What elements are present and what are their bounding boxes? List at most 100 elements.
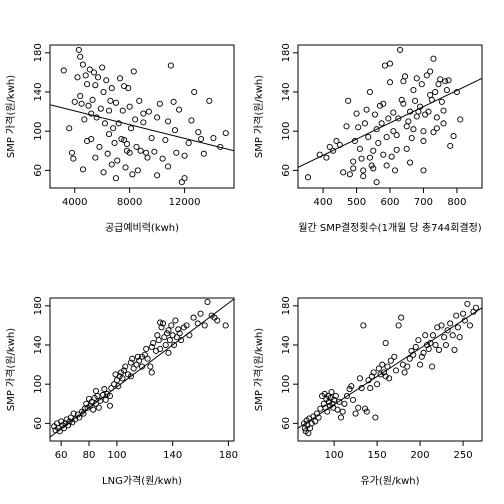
scatter-point (340, 169, 347, 176)
scatter-point (162, 136, 169, 144)
scatter-point (380, 100, 387, 107)
scatter-point (75, 46, 82, 53)
scatter-point (100, 169, 107, 176)
scatter-point (154, 172, 161, 179)
scatter-point (391, 167, 399, 174)
scatter-point (390, 128, 397, 135)
x-tick-label: 100 (325, 450, 344, 461)
x-axis-label: 유가(원/kwh) (360, 475, 419, 487)
scatter-point (87, 402, 94, 409)
scatter-point (120, 367, 127, 374)
scatter-point (432, 88, 439, 96)
scatter-point (106, 392, 113, 399)
scatter-point (148, 134, 155, 142)
scatter-point (177, 337, 185, 344)
scatter-point (126, 103, 133, 110)
scatter-point (304, 174, 312, 181)
scatter-point (387, 357, 394, 364)
scatter-point (170, 98, 177, 105)
y-tick-label: 100 (281, 375, 292, 394)
scatter-point (171, 341, 178, 349)
scatter-point (90, 406, 97, 413)
scatter-point (378, 120, 385, 127)
scatter-point (443, 87, 450, 94)
scatter-point (395, 115, 402, 122)
scatter-point (130, 365, 137, 372)
scatter-point (350, 165, 357, 172)
scatter-point (430, 55, 437, 62)
scatter-point (353, 110, 360, 117)
scatter-point (374, 381, 381, 388)
plot-frame (49, 44, 235, 189)
scatter-point (407, 108, 414, 115)
scatter-point (99, 64, 106, 71)
x-tick-label: 150 (368, 450, 387, 461)
x-tick-label: 800 (447, 197, 466, 208)
scatter-point (143, 345, 150, 352)
scatter-point (456, 334, 463, 341)
scatter-point (89, 96, 96, 103)
scatter-point (386, 375, 393, 382)
scatter-point (197, 310, 204, 317)
regression-line (50, 298, 234, 438)
scatter-point (396, 46, 404, 53)
scatter-point (423, 341, 431, 349)
scatter-point (427, 68, 434, 75)
scatter-point (78, 100, 85, 107)
scatter-point (92, 387, 100, 395)
y-tick-label: 140 (33, 335, 44, 354)
scatter-point (418, 81, 425, 88)
scatter-point (377, 371, 384, 378)
scatter-point (134, 353, 141, 360)
scatter-panel-2: 400 500 600 700 800 60 100 140 180 월간 SMP결정횟수(1개월… (252, 43, 483, 234)
scatter-point (105, 107, 113, 114)
plot-frame (297, 297, 483, 442)
scatter-point (403, 123, 410, 130)
y-tick-label: 180 (33, 43, 44, 62)
scatter-point (429, 363, 436, 370)
scatter-point (76, 414, 83, 421)
scatter-point (451, 346, 458, 353)
scatter-point (126, 149, 133, 156)
scatter-point (129, 171, 136, 178)
scatter-point (366, 88, 373, 96)
scatter-point (191, 88, 198, 96)
scatter-point (200, 150, 207, 157)
scatter-point (65, 422, 72, 429)
scatter-point (383, 162, 390, 169)
scatter-point (108, 385, 115, 392)
scatter-point (168, 322, 175, 329)
scatter-point (159, 320, 166, 327)
scatter-panel-4: 100 150 200 250 60 100 140 180 유가(원/kwh) SMP 가격(원… (252, 296, 483, 487)
x-tick-label: 400 (314, 197, 333, 208)
scatter-point (352, 410, 359, 417)
scatter-point (444, 327, 451, 334)
scatter-point (175, 326, 182, 333)
scatter-point (70, 155, 77, 162)
scatter-point (125, 85, 132, 92)
scatter-point (111, 139, 118, 146)
scatter-point (105, 131, 113, 138)
scatter-point (97, 397, 104, 404)
scatter-point (81, 116, 88, 123)
scatter-point (348, 383, 355, 390)
scatter-point (422, 111, 429, 118)
scatter-point (137, 147, 144, 154)
scatter-point (104, 150, 111, 157)
scatter-point (133, 143, 140, 150)
scatter-point (157, 345, 164, 352)
scatter-point (464, 300, 471, 307)
y-tick-label: 140 (33, 82, 44, 101)
scatter-point (165, 349, 172, 356)
scatter-point (329, 400, 336, 407)
scatter-point (101, 386, 108, 393)
scatter-point (405, 118, 412, 125)
y-axis-label: SMP 가격(원/kwh) (252, 75, 265, 158)
scatter-point (327, 394, 334, 401)
plot-frame (49, 297, 235, 442)
scatter-point (410, 87, 417, 94)
scatter-point (79, 166, 87, 173)
scatter-point (320, 400, 327, 407)
scatter-point (140, 110, 147, 117)
scatter-point (159, 155, 166, 162)
